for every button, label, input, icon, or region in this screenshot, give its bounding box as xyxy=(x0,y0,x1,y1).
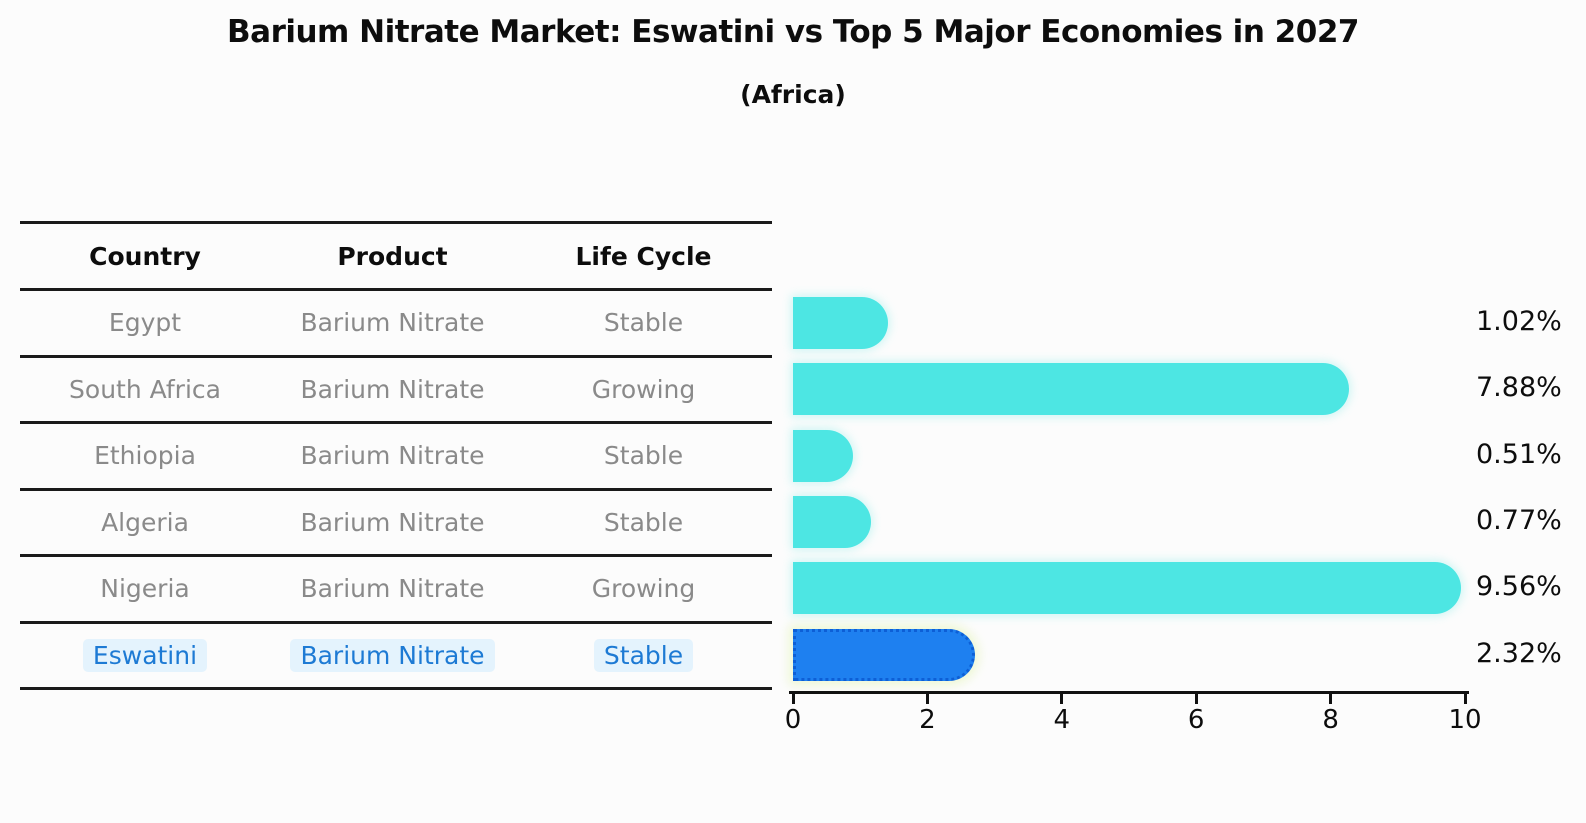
x-axis-line xyxy=(789,691,1469,694)
table-cell: Stable xyxy=(603,441,684,471)
table-row: South Africa Barium Nitrate Growing xyxy=(20,358,772,424)
x-axis-tick xyxy=(1060,693,1064,704)
table-row: Algeria Barium Nitrate Stable xyxy=(20,491,772,557)
bar-nigeria xyxy=(793,562,1462,615)
table-header-country: Country xyxy=(89,241,201,271)
table-cell: Barium Nitrate xyxy=(300,441,485,471)
chart-title: Barium Nitrate Market: Eswatini vs Top 5… xyxy=(227,14,1359,50)
table-cell: Growing xyxy=(591,574,696,604)
table-cell: Stable xyxy=(515,638,772,672)
table-row: Eswatini Barium Nitrate Stable xyxy=(20,624,772,690)
value-label: 1.02% xyxy=(1476,306,1562,337)
table-cell: Nigeria xyxy=(100,574,190,604)
x-axis-tick-label: 4 xyxy=(1053,705,1071,735)
bar-highlight-eswatini xyxy=(793,628,975,681)
x-axis-tick-label: 2 xyxy=(919,705,936,735)
table-cell: Stable xyxy=(603,507,684,537)
table-row: Ethiopia Barium Nitrate Stable xyxy=(20,424,772,491)
x-axis-tick-label: 10 xyxy=(1448,705,1482,735)
table-body: Egypt Barium Nitrate Stable South Africa Bar… xyxy=(20,291,772,690)
bar-ethiopia xyxy=(793,429,854,482)
table-cell: Barium Nitrate xyxy=(270,638,515,672)
table-header-lifecycle: Life Cycle xyxy=(575,241,712,271)
value-label: 2.32% xyxy=(1476,637,1562,669)
value-label: 9.56% xyxy=(1476,571,1562,603)
x-axis-tick-label: 0 xyxy=(784,705,802,735)
bar-algeria xyxy=(793,495,871,548)
chart-subtitle: (Africa) xyxy=(740,80,846,109)
table-cell: South Africa xyxy=(69,374,221,404)
table-cell: Barium Nitrate xyxy=(300,574,485,604)
x-axis-tick xyxy=(925,693,929,704)
table-cell: Barium Nitrate xyxy=(300,308,485,338)
country-table: Country Product Life Cycle Egypt Barium N… xyxy=(20,221,772,690)
table-row: Nigeria Barium Nitrate Growing xyxy=(20,557,772,624)
table-cell: Eswatini xyxy=(20,638,270,672)
x-axis-tick-label: 8 xyxy=(1322,705,1339,735)
bar-plot xyxy=(793,223,1465,693)
table-cell: Barium Nitrate xyxy=(300,507,485,537)
bar-egypt xyxy=(793,297,888,349)
table-cell: Stable xyxy=(603,308,684,338)
table-cell: Growing xyxy=(591,374,696,404)
x-axis-tick xyxy=(1329,693,1333,704)
value-label: 0.51% xyxy=(1476,438,1562,470)
x-axis-tick-label: 6 xyxy=(1187,705,1205,735)
table-cell: Egypt xyxy=(108,308,182,338)
x-axis-tick xyxy=(1194,693,1198,704)
value-label: 7.88% xyxy=(1476,372,1562,404)
x-axis-tick xyxy=(791,693,795,704)
table-header-row: Country Product Life Cycle xyxy=(20,224,772,291)
value-label: 0.77% xyxy=(1476,504,1562,536)
bar-south-africa xyxy=(793,363,1349,416)
table-cell: Ethiopia xyxy=(94,441,196,471)
table-header-product: Product xyxy=(337,241,448,271)
table-cell: Barium Nitrate xyxy=(300,374,485,404)
table-cell: Algeria xyxy=(101,507,189,537)
x-axis-tick xyxy=(1463,693,1467,704)
table-row: Egypt Barium Nitrate Stable xyxy=(20,291,772,358)
